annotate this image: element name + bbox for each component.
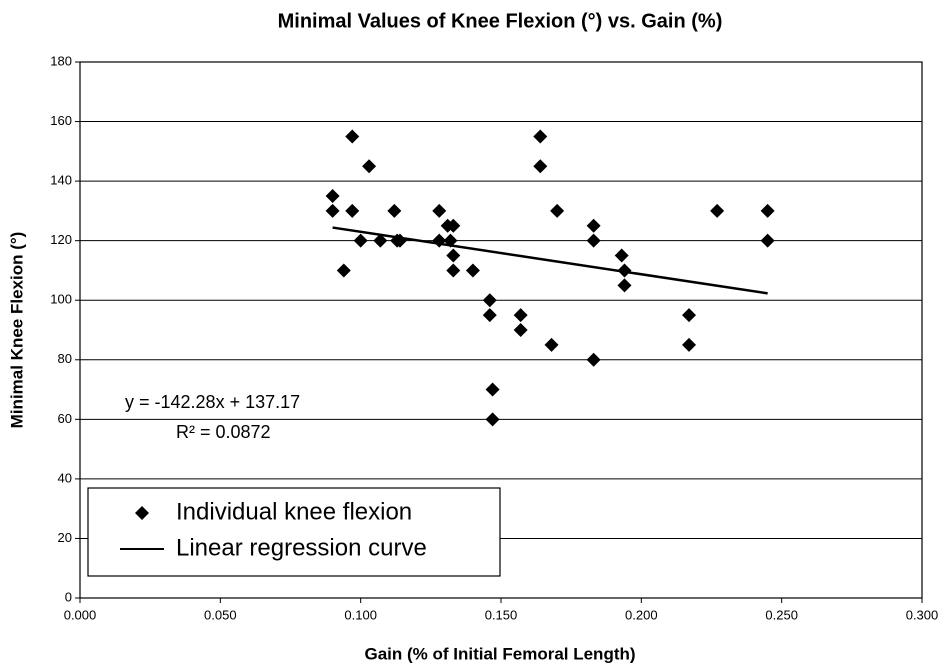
point [586, 233, 601, 248]
x-tick-label: 0.100 [344, 607, 377, 622]
point [432, 203, 447, 218]
y-tick-label: 20 [58, 530, 72, 545]
x-tick-label: 0.150 [485, 607, 518, 622]
point [446, 248, 461, 263]
point [446, 263, 461, 278]
point [485, 412, 500, 427]
point [387, 203, 402, 218]
plot-border [79, 61, 923, 599]
y-tick-label: 140 [50, 173, 72, 188]
y-axis-label: Minimal Knee Flexion (°) [7, 232, 26, 429]
point [482, 293, 497, 308]
point [617, 278, 632, 293]
point [373, 233, 388, 248]
point [710, 203, 725, 218]
regression-line [332, 226, 768, 295]
point [617, 263, 632, 278]
point [482, 308, 497, 323]
point [345, 129, 360, 144]
y-tick-label: 80 [58, 351, 72, 366]
y-tick-label: 0 [65, 589, 72, 604]
chart-title: Minimal Values of Knee Flexion (°) vs. G… [278, 10, 723, 32]
point [614, 248, 629, 263]
point [513, 308, 528, 323]
point [345, 203, 360, 218]
point [682, 337, 697, 352]
point [362, 159, 377, 174]
point [533, 129, 548, 144]
point [760, 203, 775, 218]
legend-label: Individual knee flexion [176, 498, 412, 525]
legend-label: Linear regression curve [176, 534, 427, 561]
point [465, 263, 480, 278]
x-tick-label: 0.300 [906, 607, 939, 622]
point [353, 233, 368, 248]
y-tick-label: 100 [50, 292, 72, 307]
x-tick-label: 0.250 [765, 607, 798, 622]
point [325, 189, 340, 203]
y-tick-label: 120 [50, 232, 72, 247]
y-tick-label: 40 [58, 470, 72, 485]
x-tick-label: 0.200 [625, 607, 658, 622]
legend-marker [135, 506, 149, 520]
x-tick-label: 0.050 [204, 607, 237, 622]
point [336, 263, 351, 278]
y-tick-label: 180 [50, 53, 72, 68]
annotation: y = -142.28x + 137.17 [125, 392, 300, 412]
point [485, 382, 500, 397]
point [325, 203, 340, 218]
annotation: R² = 0.0872 [176, 422, 271, 442]
point [760, 233, 775, 248]
point [586, 352, 601, 367]
x-tick-label: 0.000 [64, 607, 97, 622]
point [586, 218, 601, 233]
point [446, 218, 461, 233]
point [550, 203, 565, 218]
legend-box [87, 487, 501, 577]
point [682, 308, 697, 323]
point [533, 159, 548, 174]
point [513, 323, 528, 337]
y-tick-label: 60 [58, 411, 72, 426]
y-tick-label: 160 [50, 113, 72, 128]
point [544, 337, 559, 352]
x-axis-label: Gain (% of Initial Femoral Length) [364, 644, 635, 663]
